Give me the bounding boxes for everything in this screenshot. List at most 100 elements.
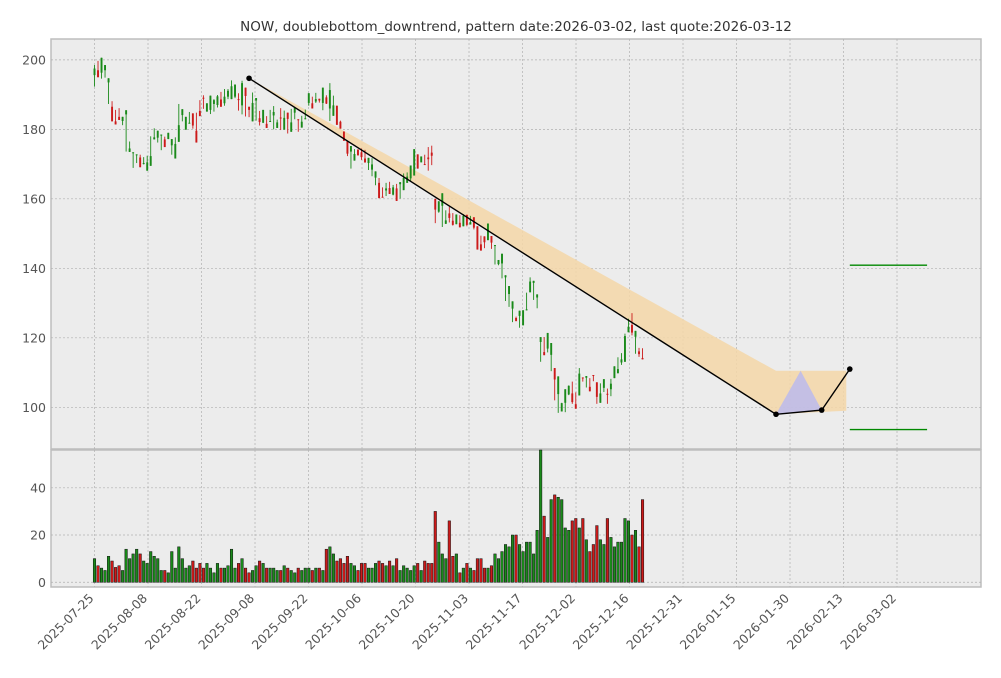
candle-body [451, 220, 454, 225]
volume-bar [454, 553, 458, 583]
candle-body [321, 87, 324, 103]
candle-body [93, 68, 96, 76]
candle-body [205, 103, 208, 112]
candle-body [114, 121, 117, 125]
candle-body [230, 86, 233, 100]
volume-bar [156, 558, 160, 583]
candle-body [571, 393, 574, 403]
volume-bar [518, 544, 522, 583]
volume-bar [468, 567, 472, 583]
candle-body [269, 121, 272, 122]
volume-bar [500, 551, 504, 583]
candle-body [381, 196, 384, 198]
volume-bar [493, 553, 497, 583]
candle-body [511, 301, 514, 309]
volume-bar [574, 518, 578, 583]
volume-bar [542, 515, 546, 583]
volume-bar [605, 518, 609, 583]
volume-bar [609, 537, 613, 583]
candle-body [434, 198, 437, 210]
volume-bar [546, 537, 550, 583]
candle-body [616, 369, 619, 374]
volume-bar [419, 570, 423, 583]
x-tick-label: 2025-07-25 [35, 591, 97, 653]
volume-bar [226, 565, 230, 583]
volume-bar [205, 563, 209, 583]
volume-bar [521, 551, 525, 583]
candle-body [388, 188, 391, 194]
candle-body [297, 119, 300, 121]
candle-body [290, 122, 293, 132]
candle-body [248, 106, 251, 110]
candle-body [191, 113, 194, 126]
volume-bar [198, 563, 202, 583]
volume-bar [222, 567, 226, 583]
candle-body [184, 116, 187, 130]
target-levels [849, 264, 928, 431]
candle-body [409, 165, 412, 179]
x-tick-label: 2025-12-31 [623, 591, 685, 653]
volume-bar [107, 556, 111, 583]
candle-body [300, 121, 303, 128]
candle-body [588, 386, 591, 392]
candle-body [458, 222, 461, 228]
volume-bar [539, 449, 543, 583]
candle-body [402, 177, 405, 191]
candle-body [441, 193, 444, 206]
candle-body [223, 96, 226, 104]
candle-body [539, 337, 542, 342]
candle-body [97, 70, 99, 78]
volume-bar [630, 534, 634, 583]
candle-body [174, 143, 177, 159]
candle-body [416, 154, 419, 169]
volume-bar [317, 567, 321, 583]
volume-bar [279, 570, 283, 583]
candle-body [220, 99, 222, 107]
volume-bar [391, 565, 395, 583]
volume-bar [514, 534, 518, 583]
volume-bar [447, 520, 451, 583]
volume-bar [412, 565, 416, 583]
candle-body [118, 116, 121, 120]
candle-body [121, 116, 124, 121]
candle-body [638, 351, 640, 355]
candle-body [128, 148, 131, 152]
volume-bar [409, 570, 413, 583]
volume-bar [535, 530, 539, 583]
candle-body [504, 275, 507, 278]
volume-bar [532, 553, 536, 583]
candle-body [188, 122, 191, 124]
volume-bar [352, 565, 356, 583]
candle-body [399, 182, 402, 185]
candle-body [420, 156, 423, 163]
volume-bar [170, 551, 174, 583]
candle-body [444, 220, 447, 224]
x-tick-label: 2026-02-13 [784, 591, 846, 653]
volume-bar [328, 546, 332, 583]
volume-bar [237, 563, 241, 583]
volume-bar [303, 567, 307, 583]
volume-bar [208, 567, 212, 583]
volume-bar [92, 558, 97, 583]
volume-bar [300, 570, 304, 583]
candle-body [423, 164, 426, 166]
volume-bar [187, 565, 191, 583]
volume-bar [549, 499, 553, 583]
candle-body [490, 236, 493, 243]
candle-body [371, 164, 373, 170]
volume-bar [584, 539, 588, 583]
volume-bar [138, 553, 142, 583]
candle-body [153, 137, 156, 140]
volume-bar [293, 572, 297, 583]
candle-body [469, 222, 472, 225]
candle-body [634, 330, 637, 337]
candle-body [237, 99, 240, 101]
volume-bar [626, 520, 630, 583]
volume-bar [472, 570, 476, 583]
volume-bar [377, 560, 381, 583]
candle-body [146, 162, 149, 171]
x-tick-label: 2026-01-30 [730, 590, 792, 652]
volume-bar [96, 565, 100, 583]
candle-body [462, 215, 465, 227]
pattern-point [818, 407, 825, 413]
